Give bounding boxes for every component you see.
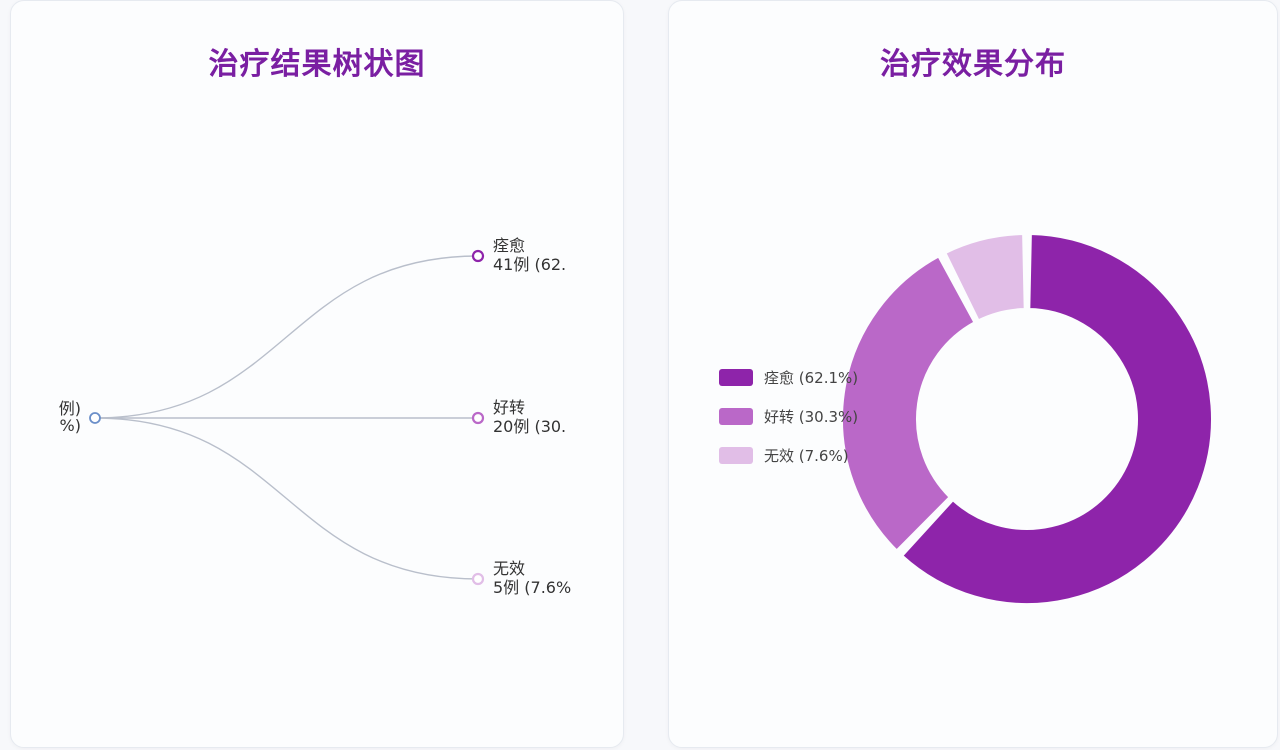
tree-link [94, 417, 479, 580]
tree-root-node[interactable] [89, 412, 101, 424]
tree-chart-card: 治疗结果树状图 例)%) 痊愈 41例 (62. 好转 20例 (30. 无效 5例 (7.… [10, 0, 624, 748]
tree-leaf-detail: 41例 (62. [493, 255, 566, 274]
legend-label[interactable]: 痊愈 (62.1%) [764, 369, 858, 387]
tree-link [94, 255, 479, 419]
donut-chart-card: 治疗效果分布 痊愈 (62.1%) 好转 (30.3%) 无效 (7.6%) [668, 0, 1278, 748]
tree-root-label: 例) [59, 399, 81, 418]
tree-root-label: %) [60, 416, 81, 435]
tree-leaf-detail: 20例 (30. [493, 417, 566, 436]
tree-leaf-name: 好转 [493, 398, 525, 417]
tree-leaf-node[interactable] [471, 572, 485, 586]
legend-label[interactable]: 无效 (7.6%) [764, 447, 849, 465]
tree-leaf-name: 无效 [493, 559, 525, 578]
donut-chart-svg: 痊愈 (62.1%) 好转 (30.3%) 无效 (7.6%) [719, 233, 1213, 605]
donut-chart-title: 治疗效果分布 [880, 47, 1066, 82]
donut-slice[interactable] [944, 233, 1026, 322]
tree-leaf-detail: 5例 (7.6% [493, 578, 571, 597]
legend-label[interactable]: 好转 (30.3%) [764, 408, 858, 426]
legend-swatch[interactable] [719, 369, 753, 386]
tree-leaf-node[interactable] [471, 411, 485, 425]
legend-swatch[interactable] [719, 447, 753, 464]
legend-swatch[interactable] [719, 408, 753, 425]
tree-chart-title: 治疗结果树状图 [208, 47, 426, 82]
tree-leaf-name: 痊愈 [493, 236, 525, 255]
tree-leaf-node[interactable] [471, 249, 485, 263]
donut-slice[interactable] [901, 233, 1213, 605]
donut-slice[interactable] [841, 255, 976, 552]
